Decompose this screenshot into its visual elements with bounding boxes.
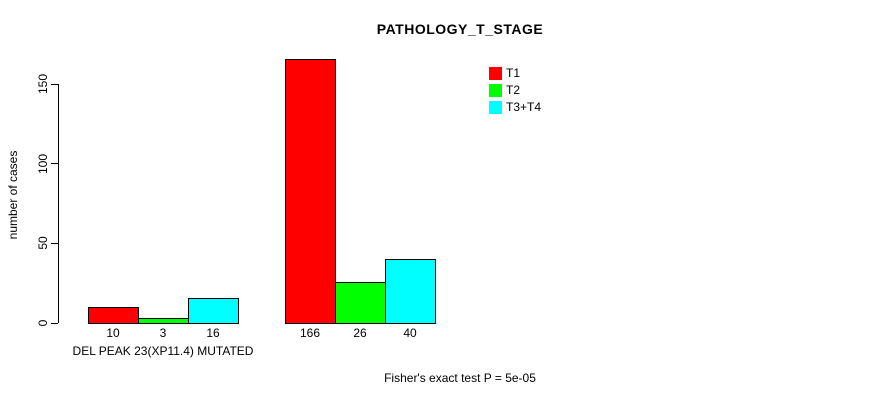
y-tick-label: 0 <box>36 319 50 327</box>
bar-value-label: 40 <box>403 326 417 340</box>
footnote: Fisher's exact test P = 5e-05 <box>384 371 536 385</box>
legend-label: T1 <box>506 66 521 80</box>
bar <box>88 307 139 324</box>
legend-item: T1 <box>489 67 541 80</box>
bar <box>285 59 336 324</box>
bar <box>188 298 239 324</box>
legend-swatch <box>489 67 502 80</box>
legend-label: T2 <box>506 83 521 97</box>
legend-swatch <box>489 101 502 114</box>
y-tick-label: 50 <box>36 236 50 251</box>
category-label: DEL PEAK 23(XP11.4) MUTATED <box>72 344 254 358</box>
y-tick <box>51 163 58 165</box>
y-tick <box>51 242 58 244</box>
bar-value-label: 3 <box>159 326 167 340</box>
bar-value-label: 10 <box>106 326 120 340</box>
y-axis-label: number of cases <box>6 150 20 240</box>
bar <box>385 259 436 324</box>
legend-swatch <box>489 84 502 97</box>
legend-item: T2 <box>489 84 541 97</box>
y-tick <box>51 83 58 85</box>
bar-value-label: 166 <box>299 326 321 340</box>
bar <box>335 282 386 324</box>
legend: T1 T2 T3+T4 <box>489 67 541 118</box>
legend-label: T3+T4 <box>506 100 542 114</box>
bar-value-label: 26 <box>353 326 367 340</box>
chart-title: PATHOLOGY_T_STAGE <box>376 21 544 37</box>
y-tick <box>51 322 58 324</box>
legend-item: T3+T4 <box>489 101 541 114</box>
bar <box>138 318 189 324</box>
bar-value-label: 16 <box>206 326 220 340</box>
y-tick-label: 100 <box>36 153 50 174</box>
y-tick-label: 150 <box>36 73 50 95</box>
y-axis-line <box>58 84 59 323</box>
